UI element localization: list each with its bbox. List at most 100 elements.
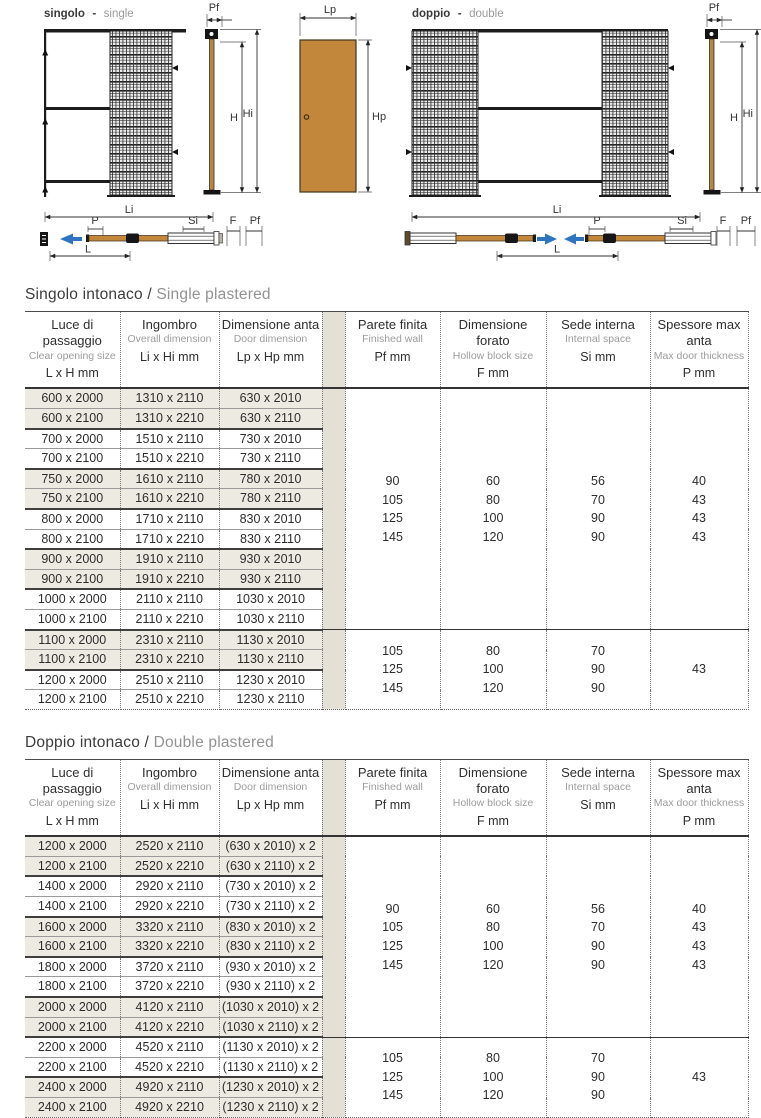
merged-value: 90 [591, 939, 605, 953]
dimension-cell: (630 x 2110) x 2 [219, 856, 323, 878]
dimension-cell: 2310 x 2210 [120, 649, 220, 671]
dimension-cell: 780 x 2010 [219, 468, 323, 490]
dimension-cell: 830 x 2110 [219, 529, 323, 551]
column-header: Luce di passaggio Clear opening size L x H… [25, 758, 121, 838]
column-header: Dimensione anta Door dimension Lp x Hp mm [219, 311, 323, 390]
column-header: Sede interna Internal space Si mm [546, 311, 651, 390]
column-header-en: Hollow block size [452, 349, 534, 362]
vertical-section-view: Pf H Hi [203, 2, 261, 195]
table-gap-column-header [321, 758, 346, 838]
column-header-it: Spessore max anta [657, 317, 741, 349]
dimension-cell: 2200 x 2100 [25, 1057, 121, 1079]
merged-value: 145 [382, 529, 403, 544]
merged-pf-cell: 90 105 125 145 [345, 836, 441, 1038]
column-header: Parete finita Finished wall Pf mm [345, 311, 441, 390]
table-title: Doppio intonaco / Double plastered [25, 734, 748, 752]
dimension-cell: 1030 x 2010 [219, 589, 323, 610]
merged-value: 80 [486, 1051, 500, 1066]
merged-value: 125 [382, 1069, 403, 1084]
merged-value: 56 [591, 474, 605, 489]
table-row: 1200 x 2000 2520 x 2110 (630 x 2010) x 2 90… [25, 836, 749, 1038]
table-title-italian: Doppio intonaco [25, 733, 141, 751]
column-header: Spessore max anta Max door thickness P mm [650, 758, 749, 838]
dim-label-lp: Lp [324, 4, 336, 16]
column-header-en: Max door thickness [653, 349, 745, 362]
dimension-cell: 780 x 2110 [219, 488, 323, 510]
double-front-view [406, 29, 674, 197]
table-row: 1000 x 2000 2110 x 2110 1030 x 2010 [25, 589, 748, 610]
dim-label-si: Si [677, 215, 687, 227]
dimension-cell: 2520 x 2210 [120, 856, 220, 878]
merged-value: 90 [591, 529, 605, 544]
dimension-cell: 1600 x 2100 [25, 936, 121, 958]
merged-f-cell: 60 80 100 120 [440, 836, 547, 1038]
dimension-cell: 750 x 2100 [25, 488, 121, 510]
merged-f-cell: 80 100 120 [440, 629, 547, 710]
column-header-it: Ingombro [142, 764, 197, 780]
merged-value: 125 [382, 939, 403, 953]
column-header-en: Door dimension [233, 781, 308, 794]
column-header-unit: Lp x Hp mm [236, 797, 305, 812]
dimension-cell: (930 x 2110) x 2 [219, 976, 323, 999]
table-gap-column [321, 388, 346, 631]
dimension-cell: (930 x 2010) x 2 [219, 956, 323, 978]
table-row: 1000 x 2100 2110 x 2210 1030 x 2110 [25, 609, 748, 631]
dimension-cell: 1200 x 2100 [25, 689, 121, 710]
column-header-unit: Lp x Hp mm [236, 349, 305, 364]
dimension-cell: 4920 x 2210 [120, 1097, 220, 1118]
fixing-arrow-icon [406, 65, 412, 155]
dim-label-l: L [85, 244, 91, 256]
column-header-unit: F mm [477, 366, 509, 381]
column-header-unit: Li x Hi mm [139, 797, 200, 812]
dimension-cell: 1100 x 2100 [25, 649, 121, 671]
column-header-it: Sede interna [561, 764, 635, 780]
merged-value: 100 [482, 511, 504, 526]
table-row: 1100 x 2100 2310 x 2210 1130 x 2110 [25, 649, 748, 671]
dimension-cell: 800 x 2000 [25, 508, 121, 530]
column-header-it: Dimensione anta [221, 317, 320, 332]
column-header: Dimensione forato Hollow block size F mm [440, 758, 547, 838]
dim-label-li: Li [553, 204, 562, 216]
dimension-cell: 2000 x 2000 [25, 997, 121, 1018]
merged-value: 80 [486, 643, 500, 658]
column-header-en: Internal space [565, 781, 631, 794]
dimension-cell: (1030 x 2110) x 2 [219, 1017, 323, 1039]
dimension-cell: 730 x 2110 [219, 448, 323, 470]
dim-label-pf: Pf [250, 215, 261, 227]
dimension-cell: (830 x 2010) x 2 [219, 916, 323, 938]
merged-value: 43 [692, 529, 706, 544]
table-title-italian: Singolo intonaco [25, 286, 143, 303]
dimension-cell: 1600 x 2000 [25, 916, 121, 938]
slide-direction-arrow-icon [537, 233, 557, 245]
dimension-cell: 2920 x 2110 [120, 876, 220, 898]
column-header-it: Dimensione forato [458, 317, 528, 349]
column-header-en: Clear opening size [28, 349, 116, 362]
technical-diagrams: singolo - single Pf H Hi Lp Hp [40, 0, 761, 261]
dimension-cell: 1400 x 2000 [25, 876, 121, 898]
merged-value: 40 [692, 901, 706, 916]
column-header: Spessore max anta Max door thickness P mm [650, 311, 749, 390]
single-diagram-label: singolo - single [44, 4, 134, 21]
table-row: 1200 x 2100 2520 x 2210 (630 x 2110) x 2 [25, 856, 748, 878]
dimension-cell: 2200 x 2000 [25, 1037, 121, 1058]
dim-label-pf: Pf [741, 215, 752, 227]
dimension-cell: (730 x 2110) x 2 [219, 896, 323, 918]
dimension-cell: (830 x 2110) x 2 [219, 936, 323, 958]
merged-value: 90 [591, 1069, 605, 1084]
dimension-cell: (730 x 2010) x 2 [219, 876, 323, 898]
dimension-cell: 900 x 2100 [25, 569, 121, 591]
dimension-cell: 2310 x 2110 [120, 629, 220, 651]
merged-p-cell: 43 [650, 629, 749, 710]
double-diagram-label: doppio - double [412, 4, 504, 21]
dimension-cell: 4120 x 2210 [120, 1017, 220, 1039]
merged-p-cell: 40 43 43 43 [650, 388, 749, 631]
dimension-cell: (1230 x 2010) x 2 [219, 1077, 323, 1099]
column-header: Ingombro Overall dimension Li x Hi mm [120, 311, 220, 390]
merged-value: 105 [382, 492, 403, 507]
single-front-view [42, 29, 186, 197]
merged-pf-cell: 105 125 145 [345, 1037, 441, 1118]
dimension-cell: 2920 x 2210 [120, 896, 220, 918]
column-header: Luce di passaggio Clear opening size L x H… [25, 311, 121, 390]
column-header-en: Finished wall [362, 781, 423, 794]
table-row: 1800 x 2100 3720 x 2210 (930 x 2110) x 2 [25, 976, 748, 999]
